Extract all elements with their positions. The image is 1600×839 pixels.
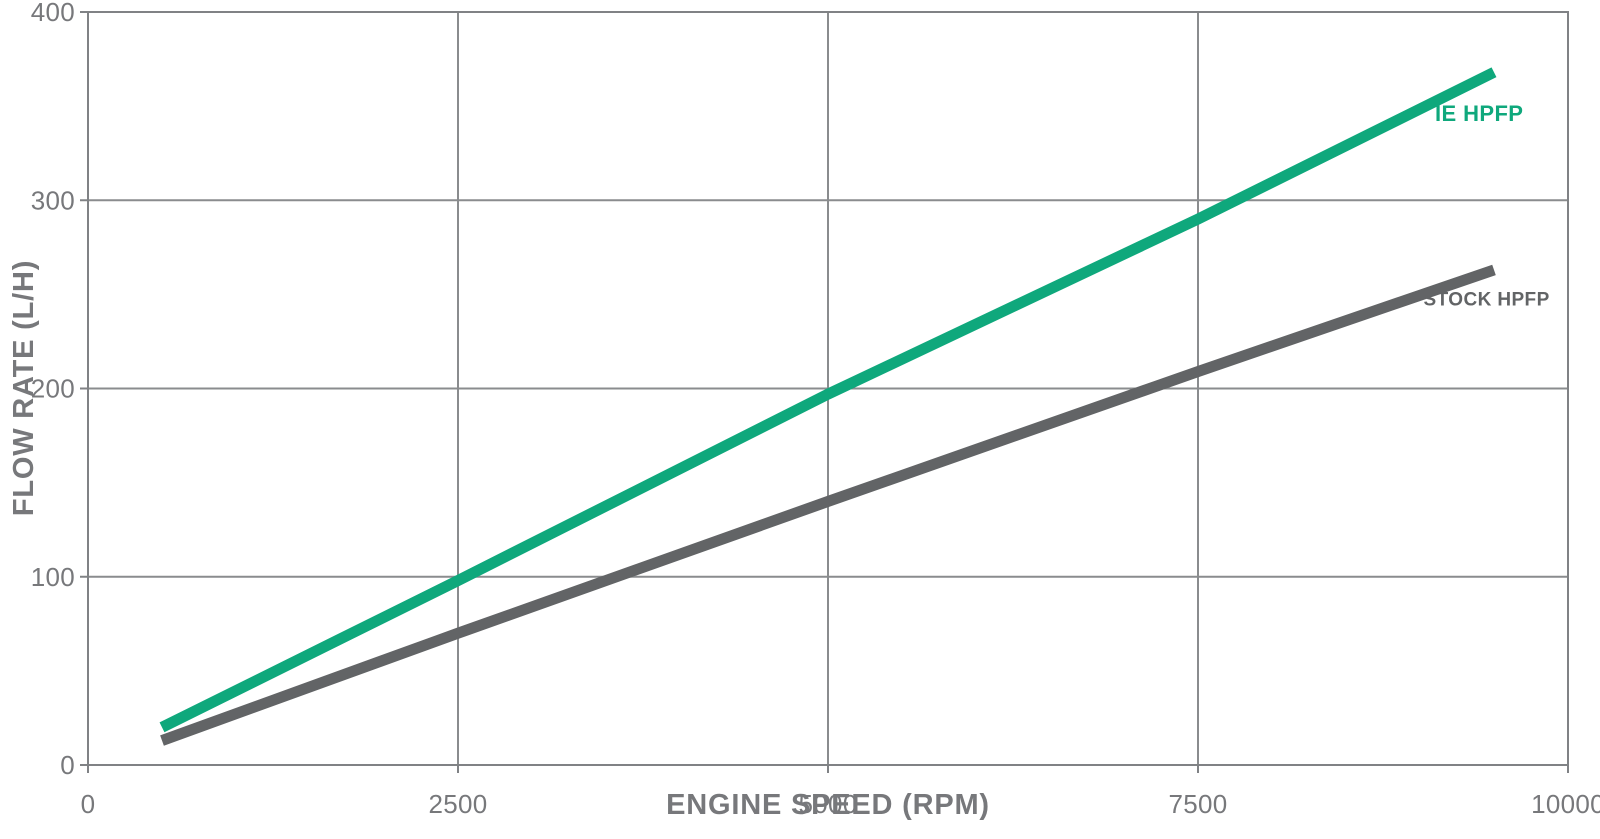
tick-labels: 0 2500 5000 7500 10000 0 100 200 300 400 bbox=[31, 0, 1600, 819]
x-tick-label: 0 bbox=[81, 789, 96, 819]
plot-border bbox=[87, 11, 1569, 766]
x-tick-label: 10000 bbox=[1531, 789, 1600, 819]
x-tick-label: 5000 bbox=[798, 789, 857, 819]
y-tick-label: 400 bbox=[31, 0, 75, 27]
series-labels: IE HPFP STOCK HPFP bbox=[1424, 101, 1550, 310]
series-label-stock-hpfp: STOCK HPFP bbox=[1424, 290, 1550, 311]
grid-layer bbox=[80, 11, 1569, 773]
series-line-ie-hpfp bbox=[159, 67, 1497, 733]
series-layer bbox=[159, 67, 1497, 746]
y-tick-label: 300 bbox=[31, 185, 75, 215]
series-line-stock-hpfp bbox=[160, 264, 1496, 746]
y-tick-label: 100 bbox=[31, 562, 75, 592]
x-tick-label: 2500 bbox=[428, 789, 487, 819]
y-tick-label: 200 bbox=[31, 374, 75, 404]
x-axis-title: ENGINE SPEED (RPM) bbox=[666, 789, 990, 821]
series-label-ie-hpfp: IE HPFP bbox=[1435, 101, 1523, 126]
y-axis-title: FLOW RATE (L/H) bbox=[8, 260, 40, 516]
x-tick-label: 7500 bbox=[1168, 789, 1227, 819]
plot-border-box bbox=[87, 11, 1569, 766]
y-tick-label: 0 bbox=[60, 750, 75, 780]
